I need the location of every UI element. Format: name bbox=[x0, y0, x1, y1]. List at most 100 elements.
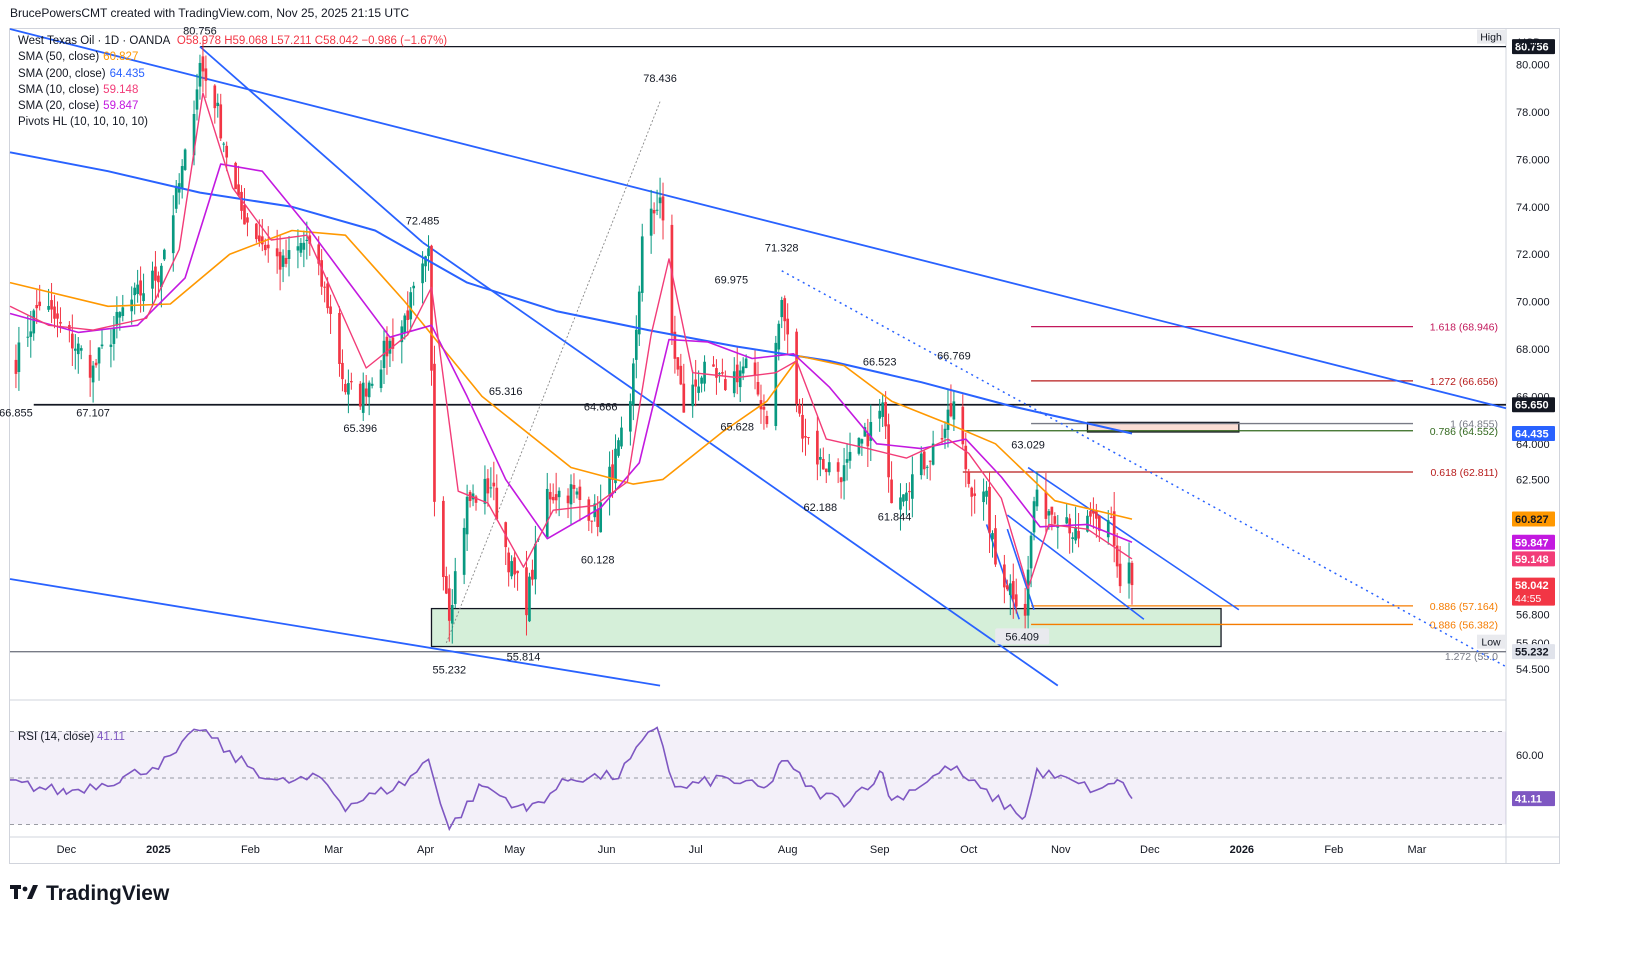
sma50-line bbox=[9, 229, 1133, 520]
candle-body bbox=[827, 462, 831, 473]
legend-indicator-row[interactable]: SMA (50, close) 60.827 bbox=[18, 49, 447, 65]
price-badge bbox=[1512, 577, 1555, 606]
time-tick-label: May bbox=[504, 844, 525, 856]
trendline bbox=[1027, 466, 1240, 611]
indicator-value: 64.435 bbox=[109, 67, 145, 80]
candle-body bbox=[486, 478, 490, 494]
candle-body bbox=[525, 567, 528, 616]
support-zone bbox=[1086, 421, 1240, 433]
candle-body bbox=[344, 383, 347, 393]
candle-body bbox=[444, 576, 448, 594]
candle-body bbox=[204, 68, 208, 81]
candle-body bbox=[171, 215, 175, 254]
candle-body bbox=[495, 487, 499, 520]
legend-indicator-row[interactable]: SMA (10, close) 59.148 bbox=[18, 82, 447, 98]
price-tick-label: 54.500 bbox=[1516, 664, 1550, 676]
candle-body bbox=[1074, 527, 1077, 541]
candle-body bbox=[91, 365, 95, 383]
candle-body bbox=[1112, 511, 1116, 546]
candle-body bbox=[798, 404, 801, 414]
candle-body bbox=[1095, 511, 1098, 519]
candle-body bbox=[32, 310, 36, 334]
candle-body bbox=[299, 242, 303, 253]
candle-body bbox=[391, 337, 395, 349]
candle-body bbox=[587, 499, 591, 521]
candle-body bbox=[640, 236, 644, 293]
candle-body bbox=[281, 255, 285, 267]
candle-body bbox=[341, 362, 344, 380]
candle-body bbox=[195, 89, 199, 110]
candle-body bbox=[1008, 583, 1012, 596]
candle-body bbox=[406, 310, 410, 321]
candle-body bbox=[201, 56, 205, 72]
legend-indicator-row[interactable]: Pivots HL (10, 10, 10, 10) bbox=[18, 114, 447, 130]
candle-body bbox=[869, 421, 873, 441]
candle-body bbox=[925, 466, 929, 468]
brand-name: TradingView bbox=[46, 882, 170, 905]
trendline bbox=[9, 578, 661, 687]
trendline bbox=[9, 28, 1507, 410]
candle-body bbox=[326, 283, 329, 309]
candle-body bbox=[180, 166, 184, 189]
price-badge bbox=[1512, 551, 1555, 567]
candle-body bbox=[973, 493, 977, 496]
candle-body bbox=[857, 437, 861, 454]
candle-body bbox=[712, 364, 715, 367]
sma200-line bbox=[9, 151, 1133, 435]
legend-indicator-row[interactable]: SMA (20, close) 59.847 bbox=[18, 98, 447, 114]
candle-body bbox=[379, 369, 383, 389]
candle-body bbox=[492, 482, 496, 487]
candle-body bbox=[296, 246, 300, 251]
candle-body bbox=[109, 344, 113, 347]
legend-indicator-row[interactable]: SMA (200, close) 64.435 bbox=[18, 66, 447, 82]
candle-body bbox=[703, 361, 706, 384]
candle-body bbox=[590, 520, 594, 522]
price-tick-label: 76.000 bbox=[1516, 154, 1550, 166]
candle-body bbox=[442, 500, 445, 578]
candle-body bbox=[275, 248, 279, 257]
candle-body bbox=[928, 460, 932, 462]
legend-symbol-row[interactable]: West Texas Oil · 1D · OANDA O58.978 H59.… bbox=[18, 33, 447, 49]
fib-level-label: 1.272 (66.656) bbox=[1430, 376, 1498, 388]
trendline bbox=[1006, 514, 1145, 620]
indicator-label: Pivots HL (10, 10, 10, 10) bbox=[18, 116, 148, 129]
candle-body bbox=[700, 377, 703, 384]
pivot-label: 67.107 bbox=[76, 407, 110, 419]
candle-body bbox=[658, 197, 662, 204]
candle-body bbox=[1044, 491, 1048, 519]
candle-body bbox=[1065, 517, 1069, 524]
candle-body bbox=[548, 491, 552, 500]
fib-level-label: 0.618 (62.811) bbox=[1430, 467, 1498, 479]
candle-body bbox=[1127, 562, 1131, 584]
candle-body bbox=[887, 424, 890, 478]
price-tick-label: 74.000 bbox=[1516, 202, 1550, 214]
sma10-line bbox=[9, 92, 1133, 590]
candle-body bbox=[608, 466, 611, 497]
candle-body bbox=[243, 205, 246, 225]
countdown-text: 44:55 bbox=[1515, 593, 1541, 605]
candle-body bbox=[430, 245, 433, 371]
time-tick-label: Aug bbox=[778, 844, 798, 856]
price-badge bbox=[1512, 39, 1555, 55]
candle-body bbox=[1077, 530, 1080, 539]
candle-body bbox=[483, 478, 487, 504]
candle-body bbox=[575, 491, 579, 495]
candle-body bbox=[655, 209, 659, 211]
candle-body bbox=[237, 184, 240, 196]
indicator-label: SMA (50, close) bbox=[18, 51, 100, 64]
symbol-title[interactable]: West Texas Oil · 1D · OANDA bbox=[18, 35, 170, 47]
candle-body bbox=[151, 270, 154, 289]
candle-body bbox=[385, 336, 389, 357]
currency-label[interactable]: USD bbox=[1518, 37, 1542, 49]
extreme-tag bbox=[1477, 29, 1505, 44]
price-tick-label: 72.000 bbox=[1516, 249, 1550, 261]
candle-body bbox=[715, 368, 718, 378]
candle-body bbox=[780, 300, 784, 318]
candle-body bbox=[946, 409, 950, 430]
candle-body bbox=[1053, 516, 1057, 524]
candle-body bbox=[1115, 545, 1119, 567]
candle-body bbox=[94, 362, 98, 366]
candle-body bbox=[287, 250, 291, 259]
candle-body bbox=[783, 298, 787, 322]
